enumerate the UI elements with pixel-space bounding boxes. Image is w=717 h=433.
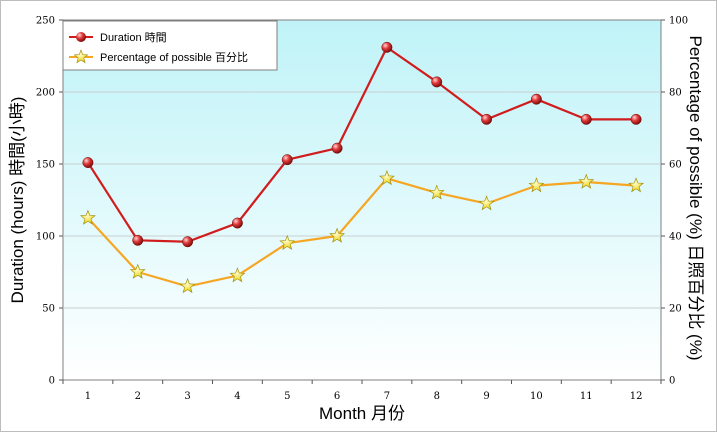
- legend-percentage-label: Percentage of possible 百分比: [100, 51, 248, 64]
- percentage-point: [628, 177, 645, 193]
- duration-point: [82, 157, 94, 169]
- duration-point: [132, 234, 144, 246]
- duration-point: [281, 154, 293, 166]
- y-left-tick-label: 150: [36, 160, 55, 171]
- x-tick-label: 2: [135, 391, 141, 402]
- percentage-point: [329, 227, 346, 243]
- duration-series-line: [86, 46, 637, 243]
- duration-point: [580, 113, 592, 125]
- x-axis-title: Month 月份: [319, 404, 405, 423]
- x-tick-label: 12: [630, 391, 643, 402]
- x-tick-label: 11: [580, 391, 593, 402]
- duration-point: [630, 113, 642, 125]
- x-tick-label: 3: [184, 391, 190, 402]
- percentage-point: [279, 234, 296, 250]
- gridlines: [63, 91, 661, 309]
- series-layer: [79, 41, 645, 294]
- duration-point: [431, 76, 443, 88]
- x-tick-label: 10: [530, 391, 543, 402]
- y-axis-left-title: Duration (hours) 時間(小時): [8, 97, 27, 304]
- x-tick-label: 9: [483, 391, 489, 402]
- x-tick-label: 8: [434, 391, 440, 402]
- duration-point: [231, 217, 243, 229]
- duration-point: [530, 93, 542, 105]
- percentage-point: [528, 177, 545, 193]
- percentage-point: [129, 263, 146, 279]
- legend-duration-label: Duration 時間: [100, 31, 167, 44]
- y-left-tick-label: 50: [42, 304, 55, 315]
- x-tick-label: 4: [234, 391, 240, 402]
- plot-area: [62, 19, 662, 381]
- legend: Duration 時間 Percentage of possible 百分比: [62, 20, 278, 71]
- duration-point: [481, 113, 493, 125]
- percentage-point: [478, 195, 495, 211]
- y-right-tick-label: 60: [669, 160, 682, 171]
- duration-point: [182, 236, 194, 248]
- y-left-tick-label: 250: [36, 16, 55, 27]
- y-left-tick-label: 100: [36, 232, 55, 243]
- percentage-point: [229, 267, 246, 283]
- y-right-tick-label: 100: [669, 16, 688, 27]
- percentage-point: [179, 278, 196, 294]
- y-right-tick-label: 40: [669, 232, 682, 243]
- y-axis-right-title: Percentage of possible (%) 日照百分比 (%): [686, 36, 705, 361]
- y-right-tick-label: 0: [669, 376, 675, 387]
- legend-box: [62, 20, 278, 71]
- legend-duration-marker: [76, 32, 86, 42]
- percentage-point: [79, 209, 96, 225]
- y-left-tick-label: 0: [49, 376, 55, 387]
- y-right-tick-label: 80: [669, 88, 682, 99]
- y-right-tick-label: 20: [669, 304, 682, 315]
- x-tick-label: 6: [334, 391, 340, 402]
- percentage-series-line: [87, 177, 637, 288]
- y-left-tick-label: 200: [36, 88, 55, 99]
- percentage-point: [428, 184, 445, 200]
- legend-percentage-marker: [73, 49, 89, 64]
- x-tick-label: 1: [85, 391, 91, 402]
- duration-point: [381, 41, 393, 53]
- percentage-point: [578, 173, 595, 189]
- duration-point: [331, 142, 343, 154]
- x-tick-label: 7: [384, 391, 390, 402]
- percentage-point: [378, 170, 395, 186]
- x-tick-label: 5: [284, 391, 290, 402]
